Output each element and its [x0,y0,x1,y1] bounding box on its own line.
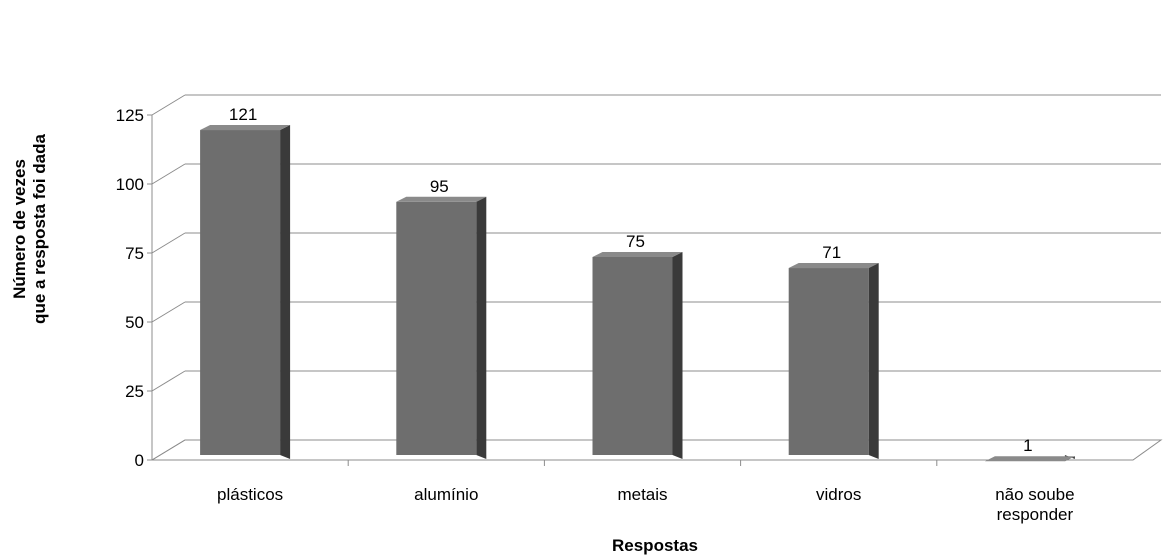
x-category-label: plásticos [217,485,283,504]
bar-top [200,125,291,131]
bar-side [280,125,291,459]
bar-front [788,268,869,455]
labels: 0 25 50 75 100 125 121 plásticos 95 alumínio 75 met… [116,105,1075,524]
x-axis-title: Respostas [612,536,698,555]
bar-front [200,130,281,456]
bar-top [592,252,683,257]
y-tick-label: 75 [125,244,144,263]
x-category-label: alumínio [414,485,478,504]
data-label: 75 [626,232,645,251]
bar-top [788,263,879,269]
gridline-depth-5 [151,94,186,116]
data-label: 121 [229,105,257,124]
x-category-label: metais [617,485,667,504]
bar-3 [592,252,683,459]
bar-side [476,196,487,460]
y-tick-label: 100 [116,175,144,194]
x-category-label: vidros [816,485,861,504]
data-label: 1 [1023,436,1032,455]
axes [147,114,1163,466]
gridline-depth-4 [151,163,186,185]
bar-1 [200,125,291,459]
y-axis-title-line-2: que a resposta foi dada [30,134,49,324]
gridline-depth-1 [151,370,186,392]
y-axis-title-line-1: Número de vezes [10,159,29,299]
data-label: 71 [822,243,841,262]
x-category-label: não soube [995,485,1074,504]
bar-side [672,252,683,459]
y-tick-label: 0 [135,451,144,470]
gridline-depth-3 [151,232,186,254]
x-category-label: responder [997,505,1074,524]
bar-front [592,257,673,455]
bars [200,125,1075,462]
bar-5 [984,455,1075,462]
bar-top [984,456,1075,462]
bar-side [868,263,879,459]
y-tick-label: 125 [116,106,144,125]
bar-top [396,196,487,202]
bar-front [396,201,477,455]
bar-2 [396,196,487,460]
chart-floor [150,439,1163,461]
bar-4 [788,263,879,459]
gridline-depth-2 [151,301,186,323]
data-label: 95 [430,177,449,196]
y-tick-label: 25 [125,382,144,401]
y-tick-label: 50 [125,313,144,332]
